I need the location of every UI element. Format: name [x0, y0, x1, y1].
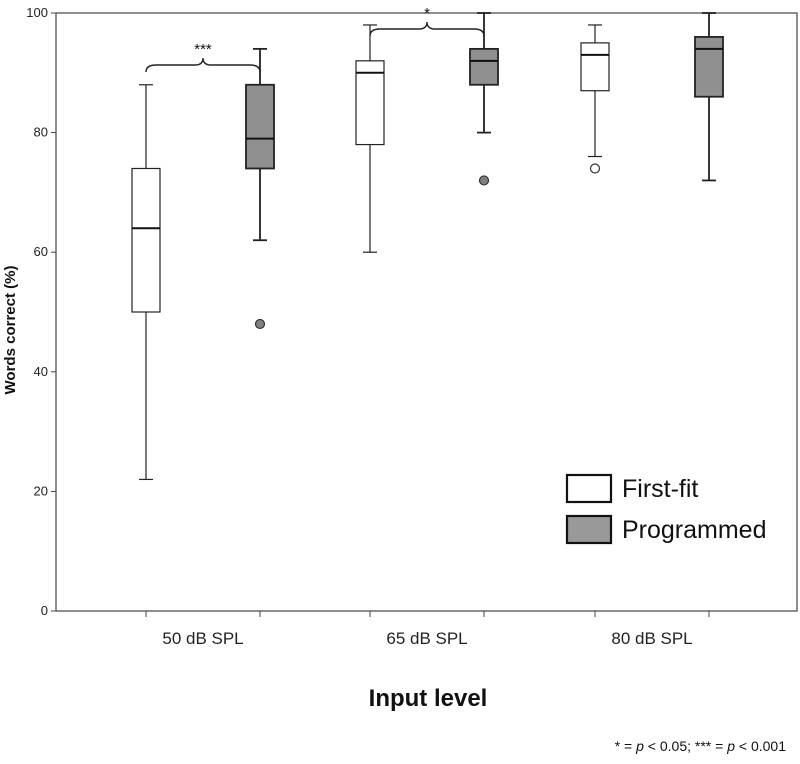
y-tick-label: 0: [41, 603, 48, 618]
legend-swatch-programmed: [565, 514, 613, 545]
legend-label-programmed: Programmed: [622, 516, 767, 544]
y-tick-label: 80: [34, 125, 48, 140]
box-first-fit: [355, 24, 385, 253]
box-iqr: [580, 42, 610, 92]
significance-brackets: ****: [145, 5, 485, 73]
significance-bracket: [145, 57, 261, 73]
significance-bracket: [369, 21, 485, 37]
footnote-p2: p: [727, 738, 735, 754]
footnote-part2: < 0.05; *** =: [643, 738, 728, 754]
y-tick-label: 20: [34, 483, 48, 498]
y-axis-title: Words correct (%): [2, 266, 19, 395]
footnote-part1: * =: [614, 738, 637, 754]
significance-footnote: * = p < 0.05; *** = p < 0.001: [615, 738, 786, 754]
x-category-label: 80 dB SPL: [611, 629, 692, 648]
plot-frame: [55, 12, 798, 612]
footnote-p1: p: [636, 738, 644, 754]
box-programmed: [694, 12, 724, 182]
box-first-fit: [131, 84, 161, 481]
box-iqr: [245, 83, 275, 170]
significance-label: *: [424, 5, 430, 22]
box-first-fit: [580, 24, 610, 174]
box-iqr: [131, 167, 161, 313]
x-axis-title: Input level: [369, 685, 488, 712]
footnote-part3: < 0.001: [735, 738, 786, 754]
x-category-label: 65 dB SPL: [386, 629, 467, 648]
y-tick-label: 40: [34, 364, 48, 379]
box-programmed: [469, 12, 499, 186]
significance-label: ***: [194, 41, 212, 58]
y-tick-label: 60: [34, 244, 48, 259]
legend-swatch-first-fit: [565, 473, 613, 504]
box-iqr: [694, 36, 724, 98]
legend-label-first-fit: First-fit: [622, 475, 698, 503]
box-programmed: [245, 47, 275, 330]
box-marks: [131, 12, 724, 481]
y-tick-label: 100: [26, 5, 48, 20]
legend: First-fit Programmed: [565, 473, 767, 545]
outlier-point: [478, 175, 490, 186]
x-category-label: 50 dB SPL: [162, 629, 243, 648]
box-iqr: [469, 47, 499, 86]
outlier-point: [589, 163, 601, 174]
outlier-point: [254, 318, 266, 330]
plot-area: 0 20 40 60 80 100 50 dB SPL 65 dB SPL 80 dB SPL: [26, 5, 798, 648]
box-iqr: [355, 60, 385, 146]
